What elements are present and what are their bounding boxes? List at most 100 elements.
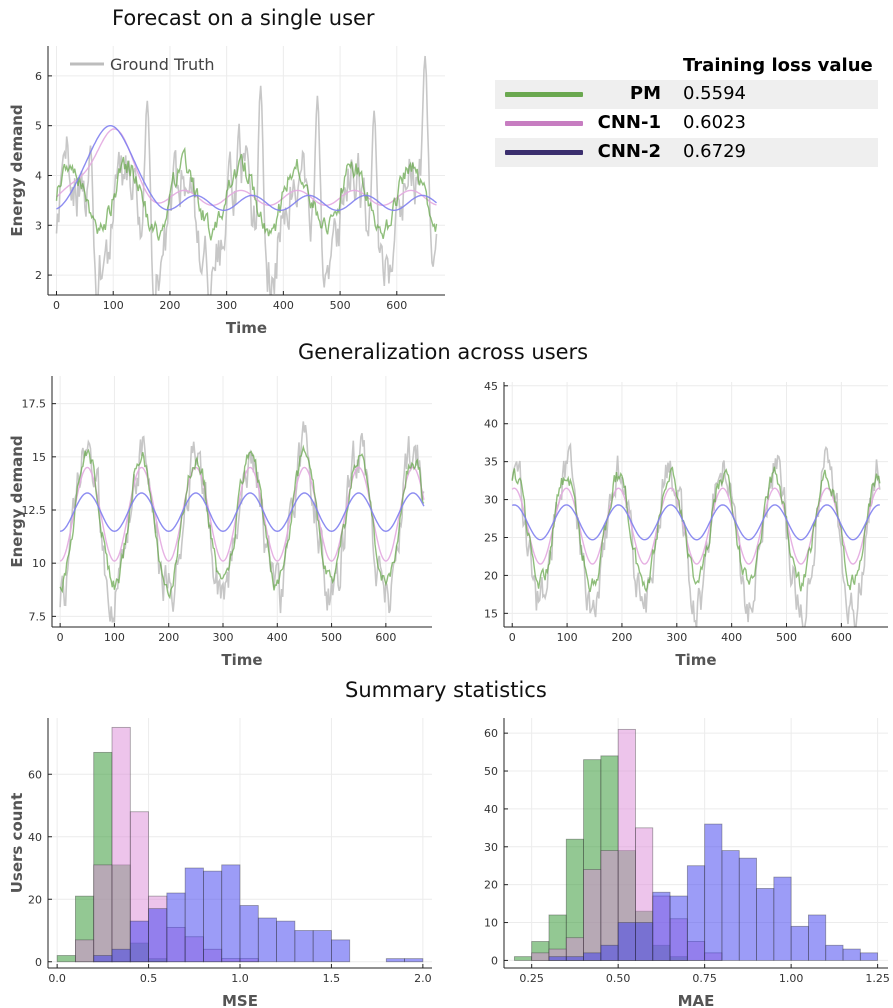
y-tick-label: 45 — [484, 380, 498, 393]
hist-bar — [331, 939, 351, 963]
loss-value: 0.6023 — [683, 112, 746, 133]
hist-bar — [111, 726, 131, 963]
hist-bar — [93, 864, 113, 963]
hist-cnn2 — [93, 864, 424, 963]
y-tick-label: 0 — [491, 954, 498, 967]
loss-value: 0.5594 — [683, 83, 746, 104]
hist-bar — [548, 956, 567, 961]
hist-bar — [773, 876, 792, 961]
title-single-user: Forecast on a single user — [112, 6, 375, 30]
series-gt-line — [59, 421, 425, 623]
x-tick-label: 1.0 — [231, 972, 249, 985]
chart-hist-mse: 0.0 0.5 1.0 1.5 2.0 0 20 40 60 MSE Users count — [8, 718, 432, 1008]
series-pm-line — [55, 146, 438, 241]
x-tick-label: 100 — [103, 299, 124, 312]
y-tick-label: 4 — [35, 169, 42, 182]
x-tick-label: 0.25 — [519, 972, 544, 985]
hist-bar — [385, 958, 405, 963]
y-tick-label: 6 — [35, 70, 42, 83]
x-axis-label: Time — [226, 319, 267, 337]
legend-label: Ground Truth — [110, 55, 215, 74]
series-pm-line — [59, 444, 425, 600]
hist-bar — [257, 917, 277, 963]
y-tick-label: 10 — [484, 917, 498, 930]
loss-row-cnn1: CNN-1 0.6023 — [495, 109, 878, 138]
hist-bar — [239, 905, 259, 963]
hist-bar — [75, 939, 95, 963]
x-tick-label: 600 — [831, 631, 852, 644]
hist-bar — [790, 925, 809, 961]
hist-bar — [721, 850, 740, 961]
y-tick-label: 30 — [484, 494, 498, 507]
loss-row-pm: PM 0.5594 — [495, 80, 878, 109]
hist-bar — [617, 922, 636, 961]
loss-table-header: Training loss value — [683, 55, 873, 76]
x-tick-label: 0.75 — [692, 972, 717, 985]
hist-bar — [600, 850, 619, 961]
x-tick-label: 100 — [104, 631, 125, 644]
hist-bar — [669, 895, 688, 961]
series-pm-line — [511, 466, 881, 593]
hist-bar — [221, 864, 241, 963]
x-tick-label: 500 — [330, 299, 351, 312]
hist-bar — [704, 823, 723, 961]
y-tick-label: 30 — [484, 841, 498, 854]
hist-bar — [129, 920, 149, 963]
hist-bar — [276, 920, 296, 963]
y-tick-label: 7.5 — [29, 610, 47, 623]
hist-bar — [756, 888, 775, 961]
grid — [504, 382, 888, 627]
x-tick-label: 500 — [321, 631, 342, 644]
chart-generalization-right: 0 100 200 300 400 500 600 15 20 25 30 35 40 45 Time — [484, 380, 888, 669]
y-tick-label: 12.5 — [22, 504, 47, 517]
hist-bar — [184, 867, 204, 963]
series-cnn1-line — [59, 466, 425, 562]
hist-bar — [56, 955, 76, 963]
chart-generalization-left: 0 100 200 300 400 500 600 7.5 10 12.5 15 17.5 Time En… — [8, 376, 432, 669]
x-tick-label: 1.00 — [779, 972, 804, 985]
x-tick-label: 600 — [386, 299, 407, 312]
y-tick-label: 15 — [32, 451, 46, 464]
title-generalization: Generalization across users — [298, 340, 589, 364]
x-axis-label: MAE — [678, 992, 715, 1008]
hist-bar — [825, 944, 844, 961]
hist-bar — [859, 952, 879, 961]
x-tick-label: 400 — [721, 631, 742, 644]
hist-bar — [404, 958, 424, 963]
x-tick-label: 600 — [375, 631, 396, 644]
x-tick-label: 1.5 — [323, 972, 341, 985]
hist-bar — [600, 944, 619, 961]
y-tick-label: 0 — [35, 956, 42, 969]
x-tick-label: 400 — [267, 631, 288, 644]
hist-cnn1 — [531, 728, 723, 961]
y-tick-label: 60 — [28, 768, 42, 781]
x-tick-label: 200 — [158, 631, 179, 644]
series-cnn2-line — [59, 492, 425, 533]
x-tick-label: 200 — [159, 299, 180, 312]
y-tick-label: 2 — [35, 269, 42, 282]
pm-line-swatch — [505, 92, 583, 97]
hist-bar — [166, 892, 186, 963]
hist-bar — [565, 956, 584, 961]
loss-model-label: PM — [629, 83, 661, 104]
hist-bar — [738, 857, 757, 961]
x-axis-label: Time — [675, 651, 716, 669]
hist-bar — [312, 930, 332, 963]
series-cnn2-line — [56, 125, 437, 211]
y-axis-label: Energy demand — [8, 435, 26, 567]
cnn2-line-swatch — [505, 150, 583, 155]
x-axis-label: MSE — [222, 992, 258, 1008]
title-summary: Summary statistics — [345, 678, 547, 702]
hist-bar — [294, 930, 314, 963]
x-tick-label: 300 — [213, 631, 234, 644]
chart-single-user: 0 100 200 300 400 500 600 2 3 4 5 6 Time Energy deman… — [8, 46, 445, 337]
y-axis-label: Users count — [8, 793, 26, 894]
y-tick-label: 35 — [484, 456, 498, 469]
hist-bar — [583, 869, 602, 961]
series-gt-line — [55, 55, 438, 295]
loss-value: 0.6729 — [683, 141, 746, 162]
y-tick-label: 10 — [32, 557, 46, 570]
x-tick-label: 0 — [53, 299, 60, 312]
x-tick-label: 0.50 — [606, 972, 631, 985]
hist-bar — [583, 952, 602, 961]
